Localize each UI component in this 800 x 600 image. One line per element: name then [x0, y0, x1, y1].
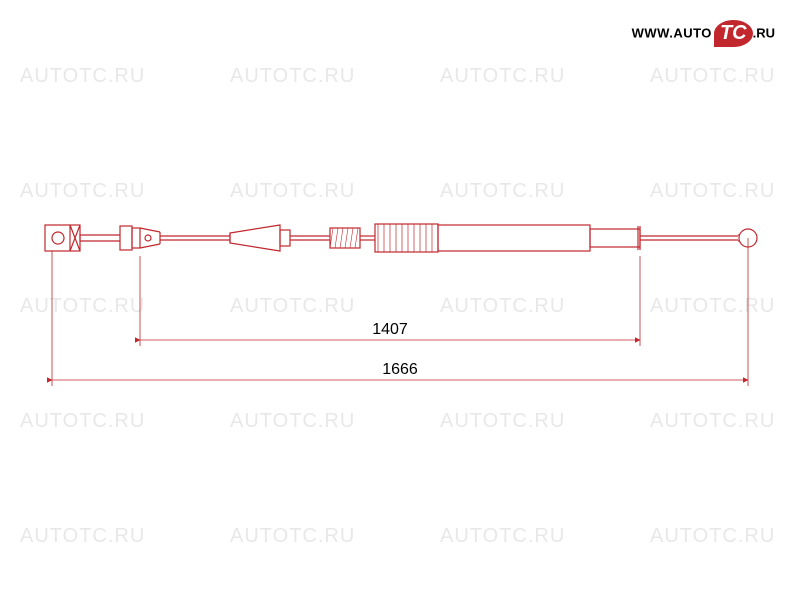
svg-text:1407: 1407 — [372, 321, 408, 338]
svg-text:1666: 1666 — [382, 361, 418, 378]
technical-drawing: 1407 1666 — [0, 0, 800, 600]
